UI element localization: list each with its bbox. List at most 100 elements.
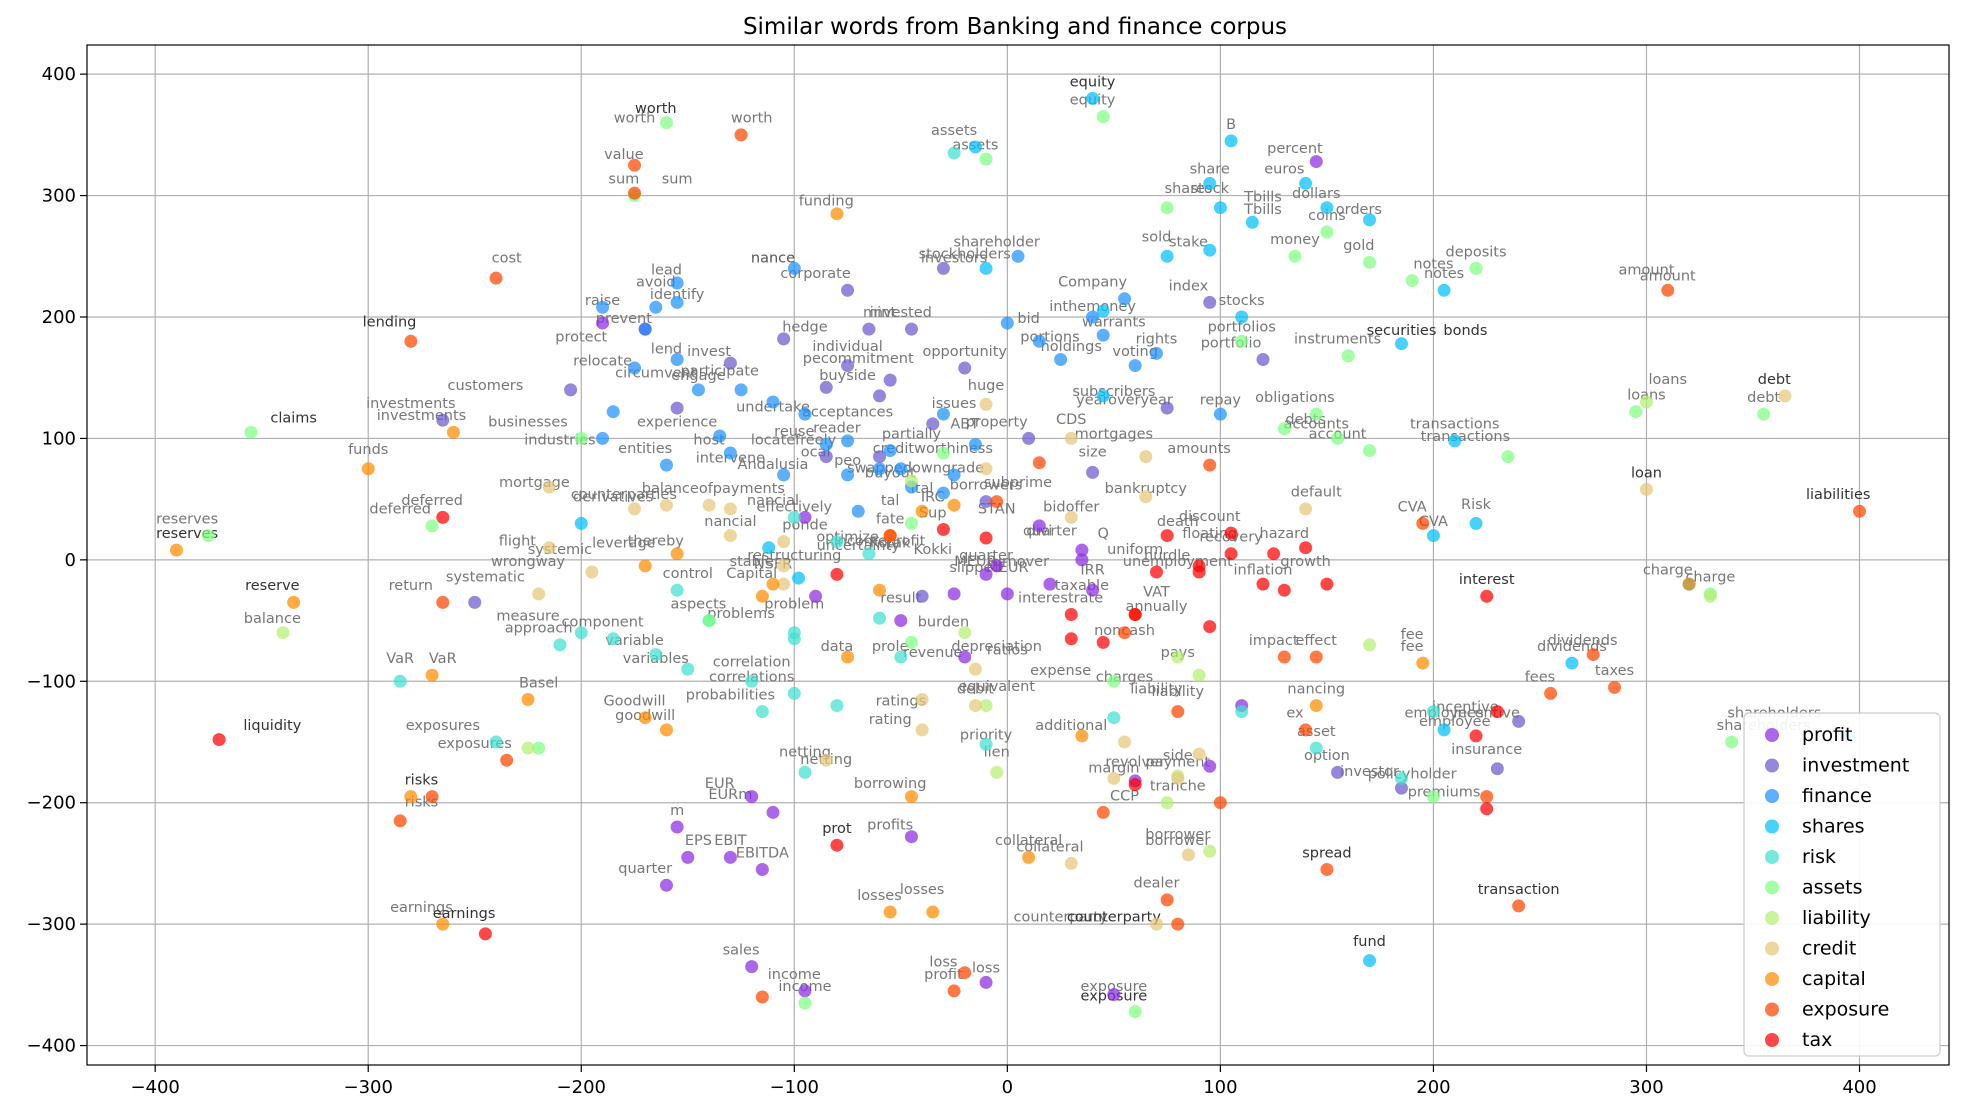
- point-finance: intervene: [723, 446, 737, 460]
- point-capital: leverage: [638, 559, 652, 573]
- y-tick-label: −200: [27, 793, 76, 814]
- word-label: liability: [1130, 681, 1183, 697]
- point-shares: share: [1203, 176, 1217, 190]
- point-finance: avoid: [649, 300, 663, 314]
- point-tax: recovery: [1267, 547, 1281, 561]
- word-label: invested: [870, 305, 932, 321]
- point-profit: raise: [596, 316, 610, 330]
- point-risk: correlations: [745, 674, 759, 688]
- point-liability: borrower: [1203, 844, 1217, 858]
- point-finance: ical: [873, 462, 887, 476]
- point-tax: revolver: [1128, 778, 1142, 791]
- word-label: businesses: [488, 414, 568, 430]
- word-label: bidoffer: [1043, 499, 1099, 515]
- word-label: reuse: [774, 424, 814, 440]
- word-label: quarter: [1023, 524, 1077, 540]
- point-investment: issues: [926, 417, 940, 431]
- point-exposure: CVA: [1416, 516, 1430, 530]
- point-risk: liability: [1235, 705, 1249, 719]
- point-exposure: profit: [947, 984, 961, 998]
- word-label: transactions: [1410, 417, 1499, 433]
- point-capital: losses: [883, 905, 897, 919]
- point-investment: pent: [873, 389, 887, 403]
- word-label: avoid: [636, 275, 676, 291]
- point-credit: bankruptcy: [1139, 490, 1153, 504]
- word-label: orders: [1336, 202, 1382, 218]
- word-label: side: [1163, 748, 1193, 764]
- point-credit: huge: [979, 397, 993, 411]
- word-label: fee: [1401, 627, 1424, 643]
- point-tax: incentive: [1469, 729, 1483, 743]
- point-capital: fate: [873, 583, 887, 597]
- point-assets: income: [798, 996, 812, 1010]
- word-label: sold: [1142, 230, 1172, 246]
- point-assets: portfolios: [1235, 334, 1249, 348]
- legend-marker: [1765, 819, 1779, 834]
- word-label: variable: [605, 633, 664, 649]
- word-label: systematic: [446, 570, 525, 586]
- point-profit: divi: [1032, 519, 1046, 533]
- point-finance: swapped: [894, 462, 908, 476]
- point-risk: lien: [979, 737, 993, 751]
- word-label: deferred: [401, 493, 463, 509]
- word-label: property: [966, 414, 1028, 430]
- word-label: systemic: [528, 542, 592, 558]
- word-label: effectively: [756, 499, 832, 515]
- word-label: CVA: [1398, 499, 1427, 515]
- word-label: component: [562, 615, 644, 631]
- word-label: taxes: [1595, 663, 1634, 679]
- legend-marker: [1765, 850, 1779, 864]
- point-capital: earnings: [436, 917, 450, 931]
- legend-label: assets: [1802, 877, 1862, 899]
- point-finance: voting: [1128, 359, 1142, 373]
- point-assets: instruments: [1341, 349, 1355, 363]
- word-label: creditworthiness: [873, 441, 993, 457]
- word-label: uniform: [1107, 542, 1163, 558]
- word-label: collateral: [995, 833, 1062, 849]
- word-label: funding: [799, 193, 854, 209]
- point-exposure: income: [755, 990, 769, 1004]
- word-label: EUR: [705, 776, 735, 792]
- point-finance: lend: [670, 353, 684, 366]
- point-profit: forex: [798, 510, 812, 524]
- point-investment: property: [1022, 431, 1036, 445]
- word-label: fees: [1525, 669, 1556, 685]
- word-label: effect: [1296, 633, 1338, 649]
- point-profit: sales: [745, 960, 759, 974]
- point-capital: Basel: [521, 693, 535, 706]
- word-label: return: [389, 578, 433, 594]
- point-finance: reader: [841, 434, 855, 448]
- point-credit: borrower: [1181, 848, 1195, 862]
- point-investment: opportunity: [958, 361, 972, 375]
- word-label: burden: [918, 615, 969, 631]
- point-credit: nancial: [723, 529, 737, 543]
- axes: −400 −300 −200 −100 0 100 200 300 400 −400 −300 −20…: [27, 64, 1877, 1098]
- point-exposure: value: [628, 158, 642, 172]
- point-shares: transactions: [1448, 434, 1462, 448]
- point-tax: uncertainty: [1149, 565, 1163, 579]
- word-label: rights: [1136, 332, 1178, 348]
- point-shares: stock: [1213, 201, 1227, 215]
- point-profit: m: [670, 820, 684, 834]
- word-label: deposits: [1446, 244, 1507, 260]
- word-label: index: [1169, 278, 1209, 294]
- word-label: impact: [1249, 633, 1299, 649]
- word-label: loss: [972, 961, 1000, 977]
- legend-label: tax: [1802, 1029, 1832, 1051]
- point-capital: additional: [1075, 729, 1089, 743]
- point-assets: accounts: [1331, 431, 1345, 445]
- point-finance: issues: [936, 407, 950, 421]
- point-shares: Tbills: [1245, 215, 1259, 229]
- point-risk: asset: [1309, 741, 1323, 755]
- word-label: investments: [366, 396, 455, 412]
- word-label: cost: [492, 250, 522, 266]
- point-tax: net: [830, 567, 844, 581]
- word-label: discount: [1179, 509, 1241, 525]
- point-assets: loans: [1629, 405, 1643, 419]
- word-label: Q: [1098, 526, 1109, 542]
- word-label: CDS: [1056, 412, 1087, 428]
- word-label: VaR: [429, 651, 457, 667]
- word-label: quarter: [959, 548, 1013, 564]
- point-capital: NSFR: [755, 589, 769, 603]
